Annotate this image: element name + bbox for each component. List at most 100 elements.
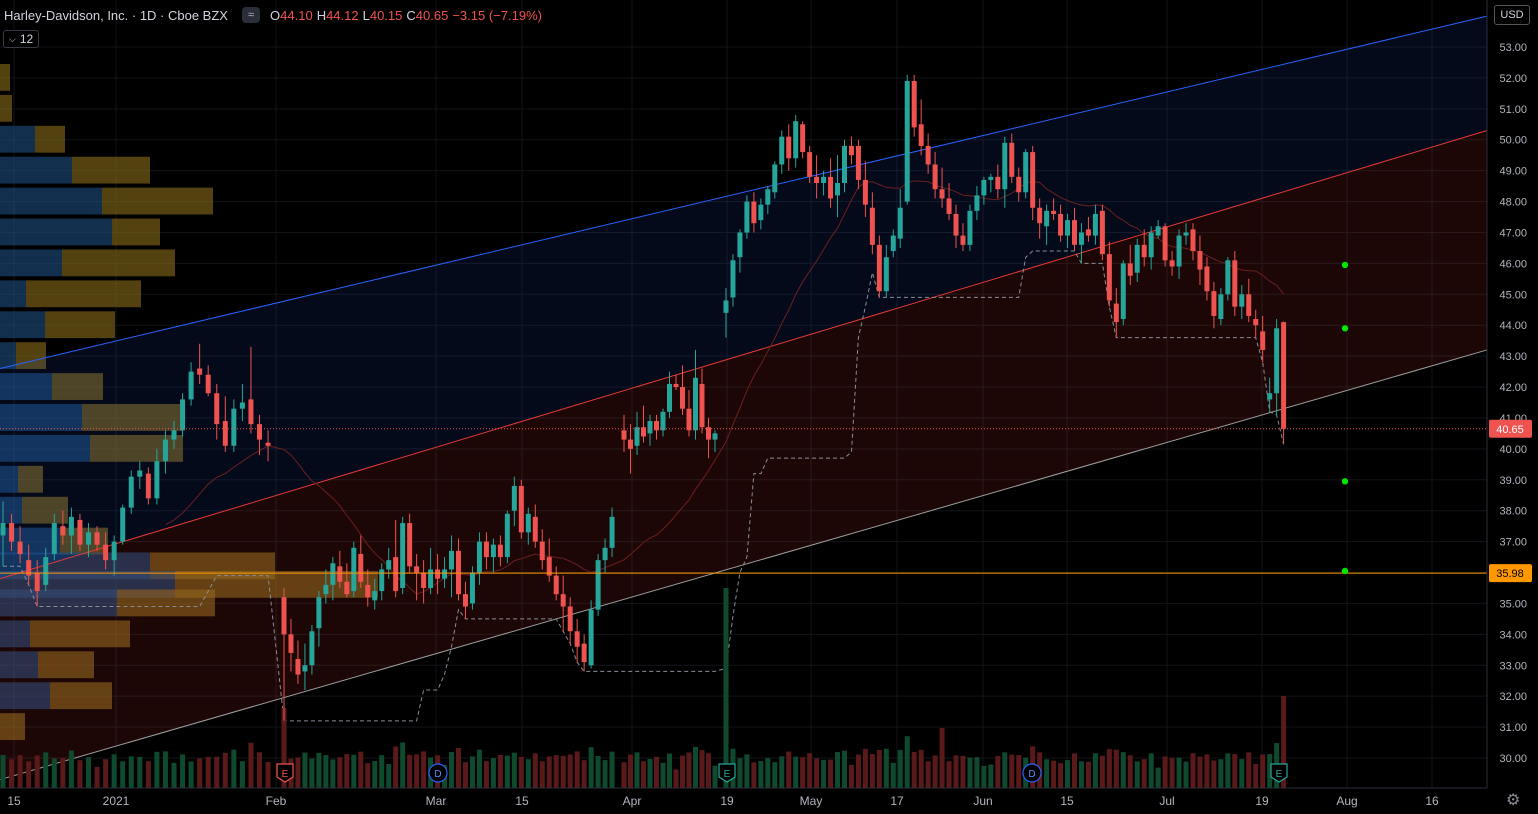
candle [602, 538, 608, 573]
candle-body [1155, 226, 1161, 236]
candle-body [316, 597, 322, 629]
volume-bar [918, 749, 924, 788]
volume-bar [890, 762, 896, 788]
candle-body [400, 523, 406, 588]
candle [128, 470, 134, 514]
volume-bar [634, 752, 640, 788]
candle [793, 115, 799, 168]
candle [693, 349, 698, 440]
candle-body [862, 179, 868, 205]
price-axis[interactable]: 53.00 52.00 51.00 50.00 49.00 48.00 47.00 46.00… [1486, 0, 1538, 814]
vp-bar-up [0, 218, 112, 246]
candle-body [309, 631, 315, 666]
volume-bar [145, 761, 151, 788]
volume-bar [712, 765, 718, 788]
candle-body [876, 244, 882, 292]
volume-bar [188, 761, 194, 788]
candle-body [1120, 263, 1126, 320]
candle-body [567, 606, 573, 632]
price-levels [0, 261, 1487, 575]
vp-bar-down [18, 465, 43, 493]
candle-body [295, 659, 301, 675]
volume-bar [925, 761, 931, 788]
candle [407, 513, 413, 573]
volume-profile [0, 64, 378, 740]
low-value: 40.15 [369, 7, 403, 23]
volume-bar [855, 754, 861, 788]
gear-icon[interactable]: ⚙ [1506, 792, 1521, 809]
candle-body [497, 544, 503, 558]
candle-body [758, 204, 764, 221]
candle [26, 544, 32, 585]
candle [553, 566, 559, 601]
volume-bar [883, 748, 889, 788]
candle [786, 124, 792, 171]
candle [358, 535, 364, 588]
volume-bar [309, 758, 315, 788]
volume-bar [231, 749, 237, 788]
candle [34, 560, 40, 607]
volume-bar [77, 760, 83, 788]
candle [490, 538, 496, 573]
candle [462, 581, 468, 619]
vp-bar-down [0, 64, 10, 91]
candle [1051, 198, 1057, 221]
price-tick-label: 33.00 [1499, 660, 1527, 672]
price-tick-label: 38.00 [1499, 506, 1527, 518]
candle [883, 244, 889, 298]
candle [1281, 321, 1287, 445]
candle [400, 516, 406, 595]
candle-body [1030, 152, 1036, 208]
price-tick-label: 39.00 [1499, 475, 1527, 487]
volume-bar [1113, 749, 1119, 788]
volume-bar [379, 755, 385, 788]
candle-body [848, 145, 854, 156]
candle [1009, 133, 1015, 184]
candle [1253, 309, 1259, 338]
time-axis[interactable]: 15 2021 Feb Mar 15 Apr 19 May 17 Jun 15 Jul 19 Aug 16 [0, 787, 1487, 814]
candle [876, 235, 882, 298]
indicator-badge[interactable]: ⌵ 12 [3, 30, 40, 48]
volume-bar [137, 756, 143, 788]
volume-bar [68, 750, 74, 788]
candle [476, 532, 482, 585]
compare-toggle[interactable]: ≈ [241, 7, 261, 23]
candle-body [995, 176, 1001, 190]
candle [511, 476, 517, 527]
candle [953, 204, 959, 248]
candle-body [793, 121, 799, 159]
volume-bar [26, 761, 32, 788]
candle [365, 569, 371, 607]
vp-bar-down [102, 187, 213, 215]
time-tick-label: 15 [515, 794, 529, 808]
candle [180, 393, 186, 437]
candle-body [890, 235, 896, 252]
volume-bar [660, 762, 666, 788]
candle [288, 618, 294, 672]
vp-bar-down [22, 496, 68, 524]
time-tick-label: Mar [426, 794, 447, 808]
candle-body [609, 516, 615, 548]
candle [442, 557, 448, 588]
candle [641, 405, 646, 443]
candlestick-series [0, 74, 1287, 721]
symbol-title[interactable]: Harley-Davidson, Inc. · 1D · Cboe BZX [4, 7, 228, 23]
currency-button[interactable]: USD [1494, 5, 1530, 25]
volume-bar [1190, 753, 1196, 788]
price-axis-bg [1487, 0, 1538, 814]
candle-body [1232, 260, 1238, 307]
candle-body [77, 519, 83, 545]
candle [1113, 288, 1119, 338]
volume-bar [876, 750, 882, 788]
candle-body [103, 544, 109, 561]
channel-upper-fill [0, 16, 1487, 579]
candle-body [1204, 266, 1210, 292]
candle [1058, 204, 1064, 242]
candle-body [379, 569, 385, 592]
vp-bar-down [72, 156, 150, 184]
candle-body [1190, 229, 1196, 252]
candle-body [337, 566, 343, 582]
vp-bar-up [0, 620, 30, 648]
volume-bar [43, 752, 49, 788]
